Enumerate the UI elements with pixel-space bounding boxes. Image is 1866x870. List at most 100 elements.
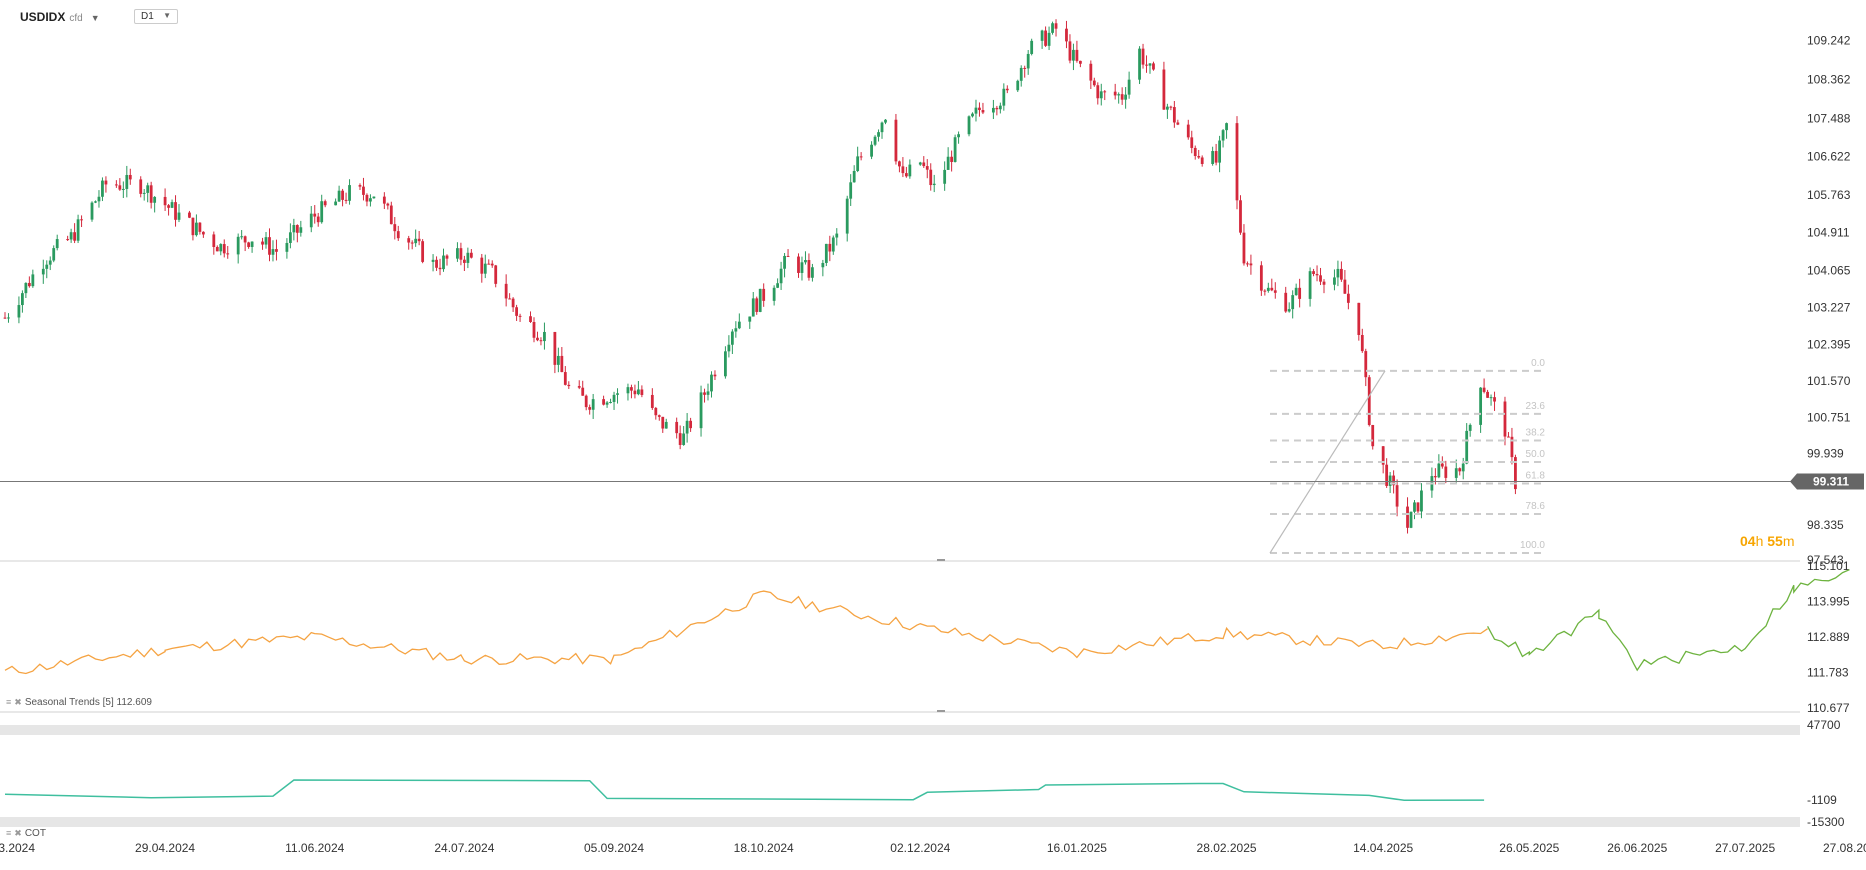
cot-indicator-label: ≡ ✖ COT: [6, 828, 46, 839]
candle: [222, 244, 226, 254]
last-price-label: 99.311: [1813, 474, 1849, 488]
candle: [661, 416, 665, 429]
candle: [1284, 292, 1288, 312]
candle: [97, 196, 101, 202]
candle: [362, 186, 365, 195]
price-axis-tick: 102.395: [1807, 337, 1851, 351]
seasonal-indicator-label: ≡ ✖ Seasonal Trends [5] 112.609: [6, 697, 152, 708]
candle: [1172, 107, 1176, 123]
candle: [462, 259, 466, 263]
countdown-minutes: 55: [1767, 533, 1783, 549]
timeframe-selector[interactable]: D1 ▼: [134, 9, 178, 24]
candle: [859, 156, 863, 158]
candle: [494, 265, 498, 284]
close-icon[interactable]: ✖: [14, 828, 22, 838]
candle: [348, 185, 351, 201]
chevron-down-icon[interactable]: ▼: [90, 13, 100, 23]
candle: [396, 231, 400, 239]
candle: [1016, 80, 1020, 91]
candle: [167, 205, 170, 208]
candle: [981, 110, 985, 113]
candle: [1141, 48, 1145, 65]
candle: [41, 268, 45, 275]
candle: [685, 420, 689, 434]
candle: [616, 393, 619, 395]
candle: [612, 394, 616, 402]
candle: [48, 260, 52, 265]
candle: [456, 248, 459, 259]
settings-icon[interactable]: ≡: [6, 697, 12, 707]
candle: [1089, 63, 1093, 81]
candle: [1148, 63, 1152, 66]
candle: [553, 331, 557, 365]
close-icon[interactable]: ✖: [14, 697, 22, 707]
candle: [633, 390, 637, 395]
time-axis-tick: 05.09.2024: [584, 841, 644, 855]
countdown-hours-unit: h: [1755, 533, 1764, 549]
candle: [710, 374, 713, 392]
candle: [678, 433, 682, 445]
candle: [90, 202, 94, 220]
candle: [3, 317, 7, 319]
candle: [884, 119, 887, 123]
candle: [1315, 274, 1319, 276]
candle: [1072, 49, 1075, 61]
time-axis-tick: 14.03.2024: [0, 841, 35, 855]
cot-axis-tick: -1109: [1807, 793, 1837, 807]
chevron-down-icon[interactable]: ▼: [163, 11, 171, 20]
candle: [755, 298, 759, 312]
candle: [1152, 63, 1155, 70]
candle: [1371, 425, 1375, 447]
candle: [1392, 475, 1396, 486]
candle: [393, 224, 397, 232]
candle: [1246, 263, 1249, 265]
candle: [536, 337, 539, 341]
candle: [344, 199, 348, 201]
candle: [588, 407, 592, 410]
candle: [1319, 275, 1322, 282]
candle: [1190, 137, 1194, 148]
candle: [957, 134, 960, 138]
fib-trend-line: [1269, 370, 1386, 554]
candle: [1395, 485, 1399, 507]
seasonal-axis-tick: 113.995: [1807, 595, 1850, 609]
candle: [556, 355, 560, 365]
price-axis-tick: 103.227: [1807, 301, 1851, 315]
fib-level-label: 61.8: [1526, 470, 1546, 481]
candle: [275, 249, 278, 252]
candle: [1444, 466, 1448, 478]
candle: [1388, 475, 1392, 486]
candle: [821, 262, 825, 268]
candle: [320, 201, 324, 223]
seasonal-title: Seasonal Trends [5]: [24, 697, 114, 708]
fib-level-label: 0.0: [1531, 358, 1545, 369]
candle: [149, 185, 153, 203]
candle: [73, 232, 77, 241]
candle: [1420, 490, 1423, 512]
candle: [309, 213, 313, 228]
candle: [1023, 67, 1027, 69]
candle: [1051, 23, 1054, 33]
candle: [299, 227, 303, 233]
symbol-selector[interactable]: USDIDX cfd ▼: [20, 10, 100, 24]
candle: [971, 113, 974, 117]
candle: [268, 237, 271, 255]
candle: [758, 288, 762, 312]
candle: [212, 234, 216, 247]
candle: [779, 268, 783, 284]
candle: [849, 182, 853, 199]
candle: [1336, 268, 1340, 278]
cot-title: COT: [24, 828, 46, 839]
price-axis-tick: 106.622: [1807, 150, 1851, 164]
candle: [466, 252, 470, 263]
candle: [323, 201, 327, 206]
candle: [918, 162, 922, 165]
settings-icon[interactable]: ≡: [6, 828, 12, 838]
candle: [118, 185, 122, 190]
candle: [45, 264, 49, 269]
candle: [1099, 91, 1103, 99]
candle: [226, 253, 230, 255]
candle: [271, 249, 275, 255]
